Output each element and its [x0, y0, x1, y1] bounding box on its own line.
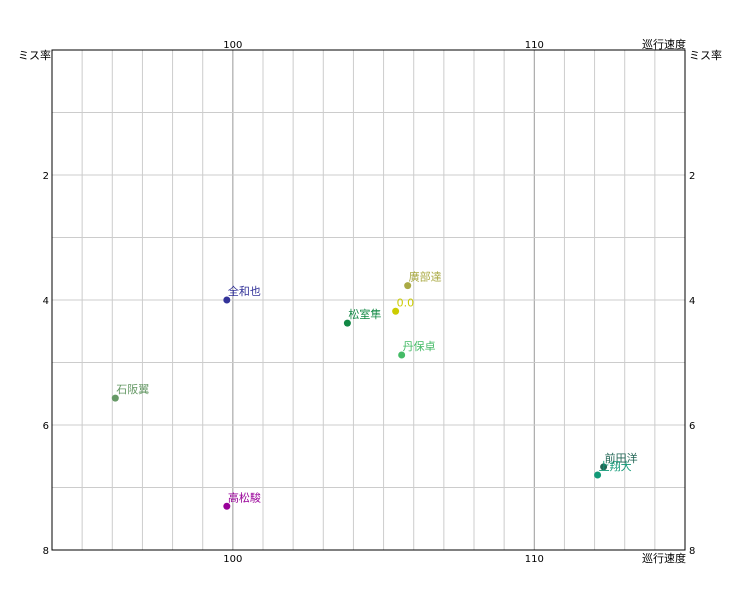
x-tick-label-top: 110 — [525, 40, 544, 51]
x-axis-label-top: 巡行速度 — [642, 37, 686, 51]
data-point-label: 高松駿 — [228, 490, 261, 504]
data-point — [343, 319, 351, 327]
data-point-label: 松室隼 — [348, 307, 381, 321]
data-point — [600, 463, 608, 471]
data-point-label: 廣部達 — [409, 270, 442, 284]
y-tick-label-left: 4 — [43, 296, 49, 307]
data-point — [398, 351, 406, 359]
data-point-label: 全和也 — [228, 284, 261, 298]
x-tick-label-bottom: 110 — [525, 554, 544, 565]
y-tick-label-left: 6 — [43, 421, 49, 432]
tick-labels: 100 100 110 110 2 2 4 4 6 6 8 8 — [43, 40, 696, 565]
grid — [51, 50, 686, 550]
data-point — [111, 394, 119, 402]
data-point-label: 前田洋 — [605, 451, 638, 465]
data-point — [594, 471, 602, 479]
y-axis-label-left: ミス率 — [18, 48, 51, 62]
y-tick-label-right: 4 — [689, 296, 695, 307]
data-point-label: 石阪翼 — [116, 382, 149, 396]
data-point-label: 丹保卓 — [403, 339, 436, 353]
data-point-label: 上翔大 — [599, 459, 632, 473]
x-axis-label-bottom: 巡行速度 — [642, 551, 686, 565]
y-tick-label-right: 2 — [689, 171, 695, 182]
x-tick-label-top: 100 — [223, 40, 242, 51]
x-tick-label-bottom: 100 — [223, 554, 242, 565]
data-point — [223, 296, 231, 304]
y-axis-label-right: ミス率 — [689, 48, 722, 62]
data-point — [404, 282, 412, 290]
plot-frame — [51, 49, 686, 551]
y-tick-label-right: 6 — [689, 421, 695, 432]
y-tick-label-right: 8 — [689, 546, 695, 557]
y-tick-label-left: 8 — [43, 546, 49, 557]
y-tick-label-left: 2 — [43, 171, 49, 182]
data-point — [223, 502, 231, 510]
data-point-label: 0.0 — [397, 296, 415, 309]
data-point — [392, 307, 400, 315]
